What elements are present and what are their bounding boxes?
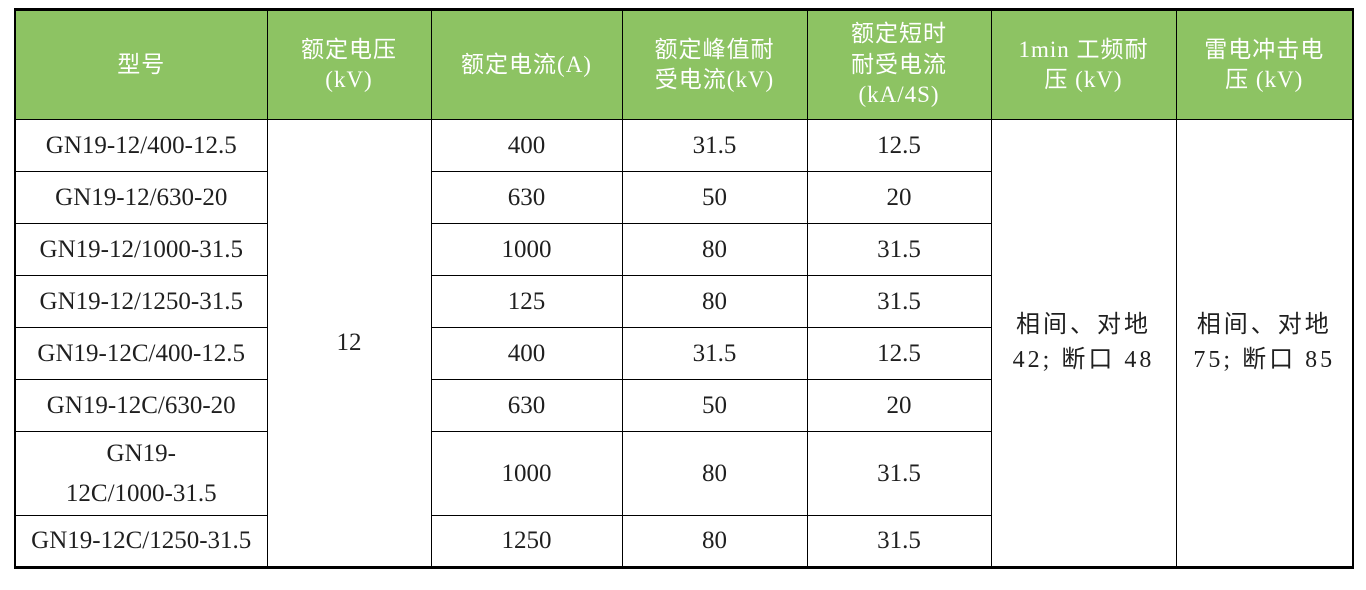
lightning-impulse-cell: 相间、对地 75; 断口 85 [1175,119,1354,568]
power-frequency-cell: 相间、对地 42; 断口 48 [990,119,1177,568]
short-time-withstand-cell: 31.5 [806,223,992,276]
table-row: GN19-12/1250-31.5 125 80 31.5 [14,275,1353,328]
model-cell: GN19-12C/400-12.5 [14,327,268,380]
header-cell-rated-voltage: 额定电压 (kV) [266,9,432,120]
rated-current-cell: 400 [430,327,623,380]
table-row: GN19-12C/400-12.5 400 31.5 12.5 [14,327,1353,380]
short-time-withstand-cell: 12.5 [806,119,992,172]
peak-withstand-cell: 80 [621,275,808,328]
rated-current-cell: 1000 [430,223,623,276]
rated-current-cell: 1000 [430,431,623,516]
short-time-withstand-cell: 20 [806,171,992,224]
peak-withstand-cell: 80 [621,223,808,276]
rated-current-cell: 630 [430,171,623,224]
header-cell-lightning-impulse: 雷电冲击电 压 (kV) [1175,9,1354,120]
rated-voltage-cell: 12 [266,119,432,568]
model-cell: GN19-12/400-12.5 [14,119,268,172]
model-cell: GN19-12C/1250-31.5 [14,515,268,568]
table-row: GN19-12C/1250-31.5 1250 80 31.5 [14,515,1353,568]
model-cell: GN19-12/1250-31.5 [14,275,268,328]
table-row: GN19- 12C/1000-31.5 1000 80 31.5 [14,431,1353,516]
peak-withstand-cell: 50 [621,171,808,224]
short-time-withstand-cell: 20 [806,379,992,432]
model-cell: GN19-12/630-20 [14,171,268,224]
peak-withstand-cell: 50 [621,379,808,432]
header-cell-power-frequency: 1min 工频耐 压 (kV) [990,9,1177,120]
short-time-withstand-cell: 31.5 [806,275,992,328]
rated-current-cell: 125 [430,275,623,328]
model-cell: GN19-12/1000-31.5 [14,223,268,276]
short-time-withstand-cell: 31.5 [806,431,992,516]
header-cell-peak-withstand: 额定峰值耐 受电流(kV) [621,9,808,120]
peak-withstand-cell: 31.5 [621,327,808,380]
header-cell-model: 型号 [14,9,268,120]
header-cell-short-time-withstand: 额定短时 耐受电流 (kA/4S) [806,9,992,120]
header-cell-rated-current: 额定电流(A) [430,9,623,120]
short-time-withstand-cell: 12.5 [806,327,992,380]
table-row: GN19-12C/630-20 630 50 20 [14,379,1353,432]
rated-current-cell: 630 [430,379,623,432]
rated-current-cell: 400 [430,119,623,172]
peak-withstand-cell: 80 [621,431,808,516]
peak-withstand-cell: 31.5 [621,119,808,172]
short-time-withstand-cell: 31.5 [806,515,992,568]
table-row: GN19-12/400-12.5 12 400 31.5 12.5 相间、对地 … [14,119,1354,568]
model-cell: GN19- 12C/1000-31.5 [14,431,268,516]
table-header-row: 型号 额定电压 (kV) 额定电流(A) 额定峰值耐 受电流(kV) 额定短时 … [14,9,1354,120]
model-cell: GN19-12C/630-20 [14,379,268,432]
peak-withstand-cell: 80 [621,515,808,568]
spec-table: 型号 额定电压 (kV) 额定电流(A) 额定峰值耐 受电流(kV) 额定短时 … [14,8,1354,569]
rated-current-cell: 1250 [430,515,623,568]
